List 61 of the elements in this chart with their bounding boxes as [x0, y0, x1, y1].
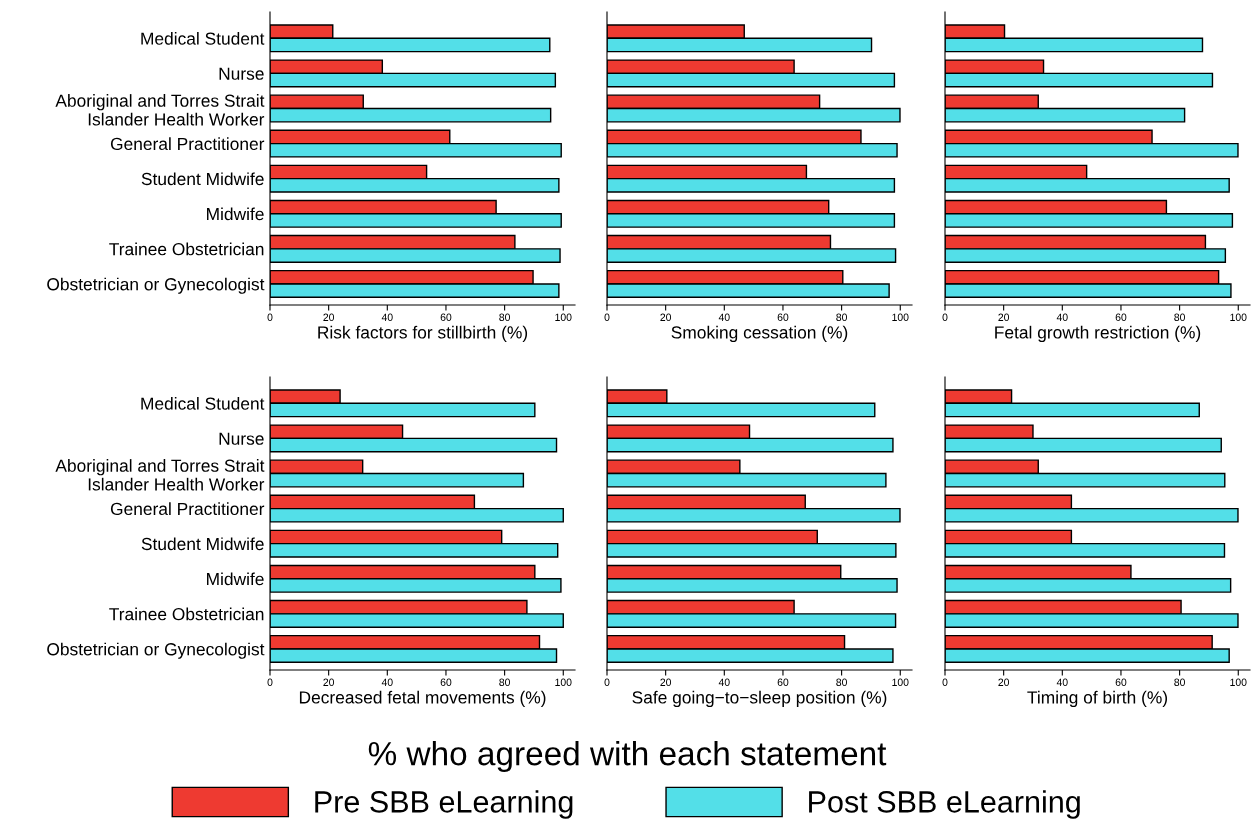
x-tick-label: 100 [555, 678, 572, 686]
y-tick-label: Aboriginal and Torres Strait Islander Health Worker [55, 459, 265, 491]
x-tick-label: 60 [777, 313, 789, 321]
x-tick-label: 0 [942, 313, 948, 321]
x-tick-label: 20 [660, 678, 672, 686]
x-tick-label: 0 [267, 313, 273, 321]
y-tick-label: Medical Student [141, 397, 265, 410]
x-tick-label: 20 [323, 313, 335, 321]
x-tick-label: 40 [381, 678, 393, 686]
x-axis-title: Safe going−to−sleep position (%) [632, 690, 887, 708]
y-tick-label: General Practitioner [110, 502, 265, 516]
y-tick-label: Student Midwife [141, 172, 264, 186]
x-tick-label: 40 [1056, 678, 1068, 686]
y-tick-label: Midwife [207, 207, 264, 221]
x-tick-label: 0 [604, 678, 610, 686]
x-tick-label: 20 [660, 313, 672, 321]
x-tick-label: 40 [1056, 313, 1068, 321]
x-tick-label: 100 [1230, 313, 1247, 321]
y-tick-label: Student Midwife [141, 537, 264, 551]
x-tick-label: 20 [998, 313, 1010, 321]
y-tick-label: Trainee Obstetrician [109, 242, 264, 256]
x-tick-label: 60 [777, 678, 789, 686]
x-axis-title: Fetal growth restriction (%) [995, 325, 1201, 343]
x-tick-label: 60 [1115, 678, 1127, 686]
y-tick-label: General Practitioner [110, 137, 265, 151]
y-tick-label: Trainee Obstetrician [109, 607, 264, 621]
x-axis-title: Smoking cessation (%) [671, 325, 848, 343]
x-tick-label: 60 [440, 678, 452, 686]
x-tick-label: 80 [499, 313, 510, 321]
y-tick-label: Medical Student [141, 32, 265, 45]
x-tick-label: 40 [718, 313, 730, 321]
x-tick-label: 80 [836, 678, 847, 686]
x-tick-label: 40 [381, 313, 393, 321]
x-tick-label: 80 [836, 313, 847, 321]
x-tick-label: 40 [718, 678, 730, 686]
y-tick-label: Obstetrician or Gynecologist [47, 277, 265, 294]
x-tick-label: 80 [1174, 678, 1185, 686]
x-tick-label: 0 [267, 678, 273, 686]
x-tick-label: 60 [1115, 313, 1127, 321]
y-tick-label: Aboriginal and Torres Strait Islander Health Worker [55, 94, 265, 126]
x-tick-label: 100 [892, 678, 909, 686]
legend-label: Pre SBB eLearning [315, 790, 573, 819]
y-tick-label: Nurse [219, 67, 264, 80]
y-tick-label: Obstetrician or Gynecologist [47, 642, 265, 659]
x-axis-title: Decreased fetal movements (%) [299, 690, 546, 707]
x-tick-label: 80 [499, 678, 510, 686]
x-tick-label: 60 [440, 313, 452, 321]
x-tick-label: 100 [892, 313, 909, 321]
x-tick-label: 0 [604, 313, 610, 321]
x-tick-label: 80 [1174, 313, 1185, 321]
x-tick-label: 100 [1230, 678, 1247, 686]
y-tick-label: Nurse [219, 432, 264, 445]
legend-label: Post SBB eLearning [809, 790, 1080, 819]
x-tick-label: 20 [323, 678, 335, 686]
x-tick-label: 0 [942, 678, 948, 686]
y-tick-label: Midwife [207, 572, 264, 586]
x-tick-label: 100 [555, 313, 572, 321]
x-axis-title: Risk factors for stillbirth (%) [318, 325, 528, 342]
x-axis-title: Timing of birth (%) [1027, 690, 1168, 708]
legend-title: % who agreed with each statement [368, 740, 887, 773]
x-tick-label: 20 [998, 678, 1010, 686]
